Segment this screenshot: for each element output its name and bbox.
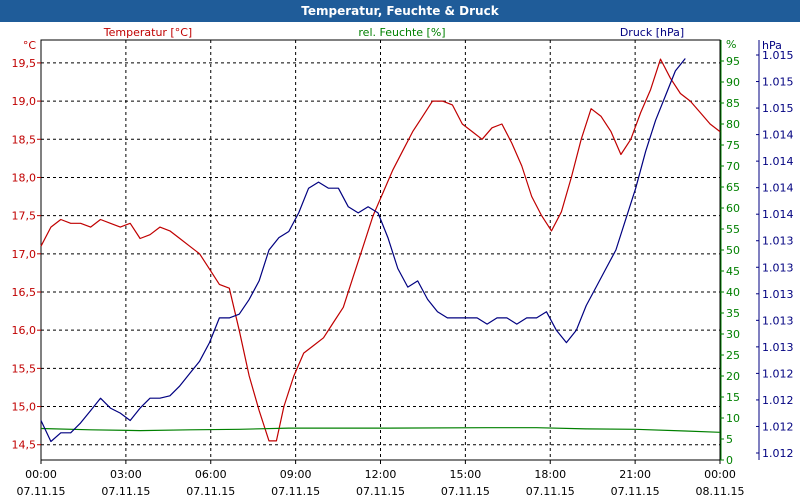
- x-tick-time-label: 06:00: [195, 468, 227, 481]
- temperature-tick-label: 17,0: [12, 248, 37, 261]
- humidity-tick-label: 75: [726, 139, 740, 152]
- humidity-tick-label: 50: [726, 244, 740, 257]
- grid: [41, 40, 720, 460]
- pressure-tick-label: 1.013: [762, 261, 794, 274]
- humidity-tick-label: 30: [726, 328, 740, 341]
- pressure-unit: hPa: [762, 39, 782, 52]
- axes: [37, 39, 760, 464]
- pressure-tick-label: 1.013: [762, 341, 794, 354]
- humidity-tick-label: 40: [726, 286, 740, 299]
- humidity-tick-label: 70: [726, 160, 740, 173]
- humidity-tick-label: 80: [726, 118, 740, 131]
- pressure-tick-label: 1.014: [762, 208, 794, 221]
- x-tick-time-label: 21:00: [619, 468, 651, 481]
- humidity-tick-label: 15: [726, 391, 740, 404]
- pressure-axis-label: Druck [hPa]: [620, 26, 684, 39]
- pressure-tick-label: 1.014: [762, 129, 794, 142]
- pressure-tick-label: 1.012: [762, 394, 794, 407]
- axis-labels: 00:00 07.11.15 03:00 07.11.15 06:00 07.11.15 0…: [12, 26, 794, 498]
- pressure-tick-label: 1.015: [762, 76, 794, 89]
- humidity-tick-label: 5: [726, 433, 733, 446]
- humidity-tick-label: 60: [726, 202, 740, 215]
- x-tick-date-label: 07.11.15: [101, 485, 150, 498]
- pressure-tick-label: 1.013: [762, 235, 794, 248]
- humidity-tick-label: 90: [726, 76, 740, 89]
- x-tick-date-label: 07.11.15: [17, 485, 66, 498]
- temperature-tick-label: 15,0: [12, 401, 37, 414]
- humidity-tick-label: 0: [726, 454, 733, 467]
- x-tick-time-label: 18:00: [534, 468, 566, 481]
- humidity-tick-label: 95: [726, 55, 740, 68]
- x-tick-date-label: 08.11.15: [696, 485, 745, 498]
- pressure-tick-label: 1.013: [762, 288, 794, 301]
- series-line-temperature: [40, 58, 721, 442]
- x-tick-date-label: 07.11.15: [186, 485, 235, 498]
- humidity-axis-label: rel. Feuchte [%]: [358, 26, 445, 39]
- pressure-tick-label: 1.014: [762, 182, 794, 195]
- temperature-tick-label: 16,0: [12, 324, 37, 337]
- x-tick-date-label: 07.11.15: [271, 485, 320, 498]
- temperature-tick-label: 16,5: [12, 286, 37, 299]
- x-tick-time-label: 12:00: [365, 468, 397, 481]
- pressure-tick-label: 1.013: [762, 314, 794, 327]
- humidity-tick-label: 85: [726, 97, 740, 110]
- humidity-tick-label: 35: [726, 307, 740, 320]
- pressure-tick-label: 1.014: [762, 155, 794, 168]
- humidity-tick-label: 45: [726, 265, 740, 278]
- humidity-tick-label: 10: [726, 412, 740, 425]
- x-tick-date-label: 07.11.15: [441, 485, 490, 498]
- temperature-tick-label: 18,0: [12, 171, 37, 184]
- humidity-tick-label: 25: [726, 349, 740, 362]
- temperature-unit: °C: [23, 39, 37, 52]
- x-tick-time-label: 00:00: [25, 468, 57, 481]
- x-tick-time-label: 00:00: [704, 468, 736, 481]
- pressure-tick-label: 1.012: [762, 367, 794, 380]
- temperature-tick-label: 14,5: [12, 439, 37, 452]
- humidity-tick-label: 55: [726, 223, 740, 236]
- pressure-tick-label: 1.015: [762, 49, 794, 62]
- x-tick-time-label: 15:00: [450, 468, 482, 481]
- pressure-tick-label: 1.012: [762, 447, 794, 460]
- temperature-tick-label: 17,5: [12, 210, 37, 223]
- pressure-tick-label: 1.012: [762, 420, 794, 433]
- humidity-tick-label: 20: [726, 370, 740, 383]
- humidity-tick-label: 65: [726, 181, 740, 194]
- chart: 00:00 07.11.15 03:00 07.11.15 06:00 07.11.15 0…: [12, 26, 794, 498]
- series-line-pressure: [40, 58, 686, 443]
- x-tick-date-label: 07.11.15: [526, 485, 575, 498]
- chart-title: Temperatur, Feuchte & Druck: [0, 0, 800, 22]
- temperature-tick-label: 19,5: [12, 57, 37, 70]
- humidity-unit: %: [726, 38, 736, 51]
- temperature-axis-label: Temperatur [°C]: [103, 26, 192, 39]
- pressure-tick-label: 1.015: [762, 102, 794, 115]
- x-tick-date-label: 07.11.15: [356, 485, 405, 498]
- temperature-tick-label: 18,5: [12, 133, 37, 146]
- temperature-tick-label: 15,5: [12, 362, 37, 375]
- temperature-tick-label: 19,0: [12, 95, 37, 108]
- series: [40, 58, 721, 443]
- x-tick-time-label: 09:00: [280, 468, 312, 481]
- series-line-humidity: [40, 427, 721, 433]
- x-tick-time-label: 03:00: [110, 468, 142, 481]
- x-tick-date-label: 07.11.15: [611, 485, 660, 498]
